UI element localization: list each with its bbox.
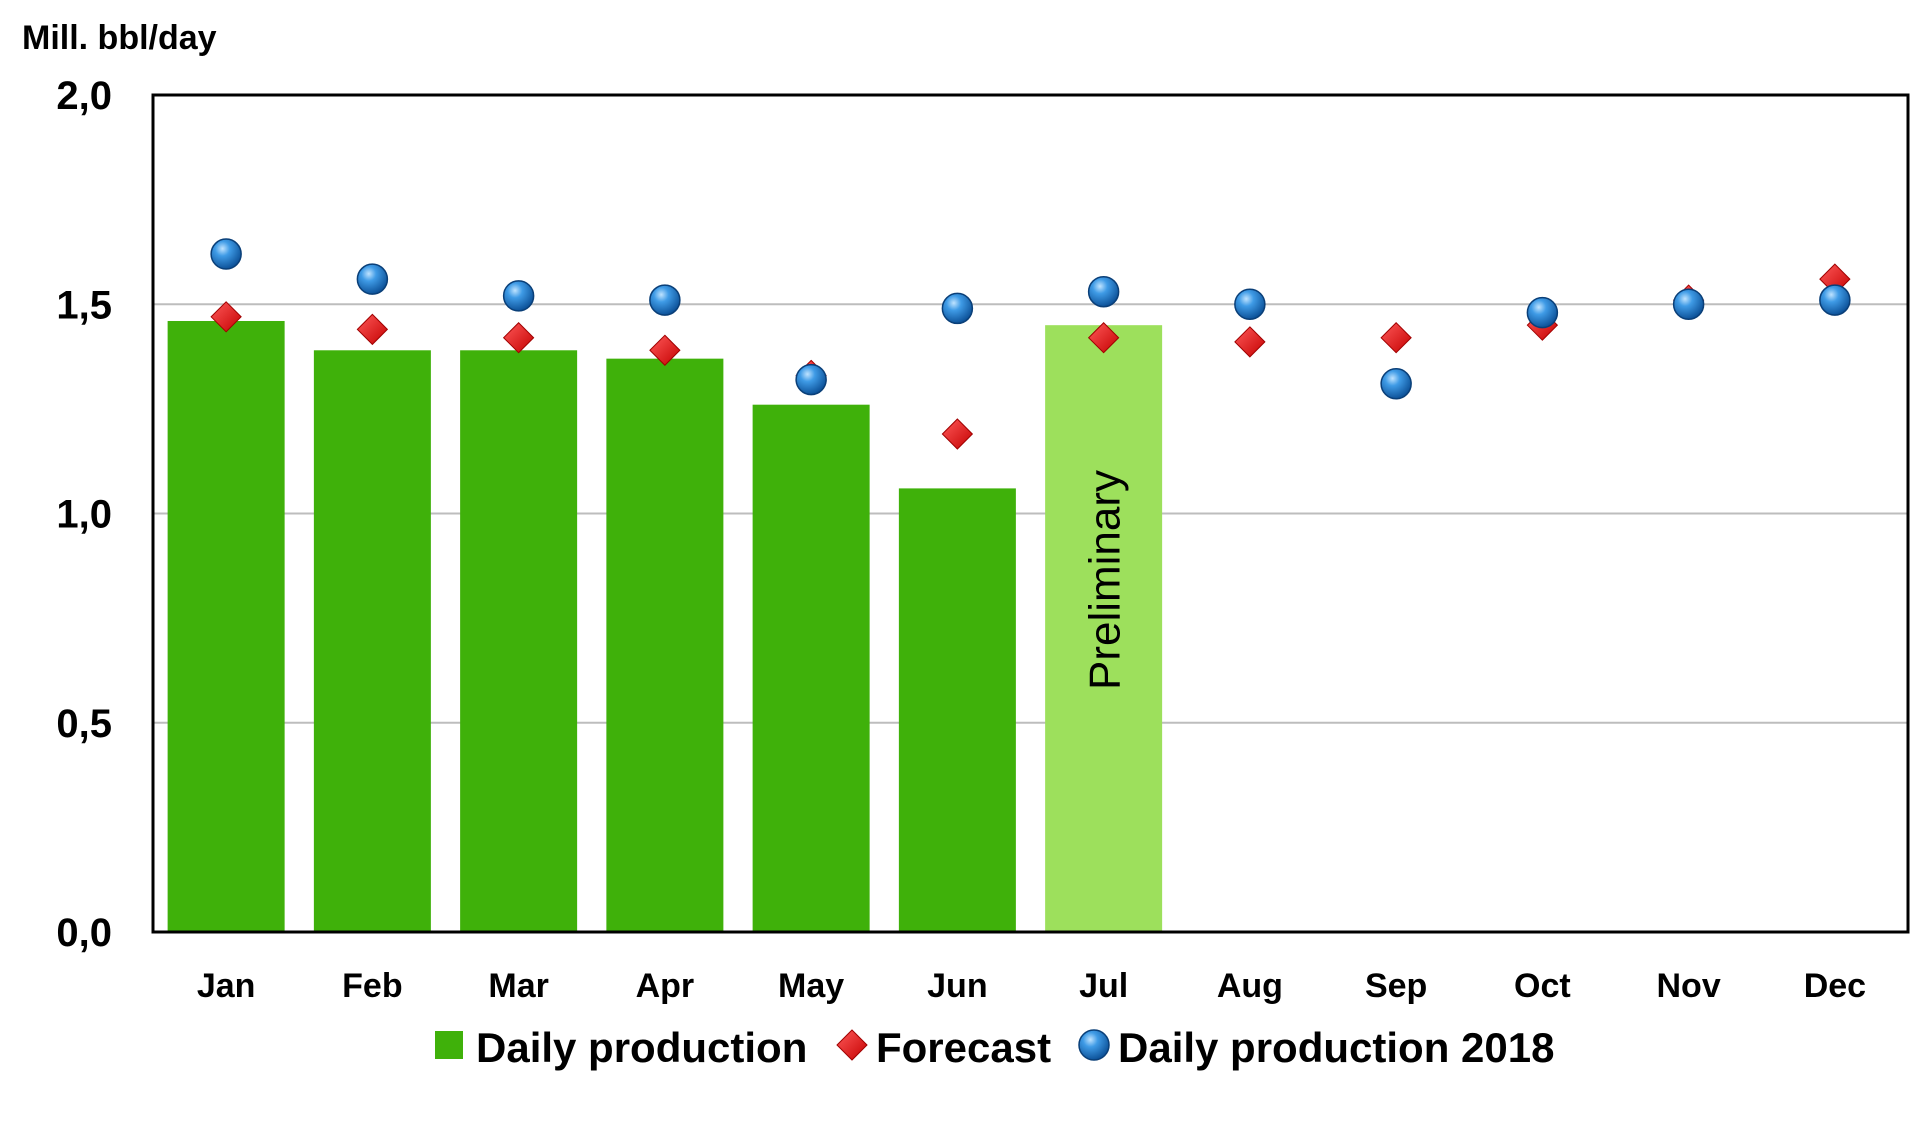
forecast-point-mar	[502, 322, 535, 354]
bar-jan	[167, 320, 285, 932]
legend-swatch-daily-production	[435, 1031, 463, 1059]
bar-series	[167, 320, 1163, 932]
bar-apr	[606, 358, 724, 932]
x-tick-label: Dec	[1804, 967, 1866, 1005]
production-2018-point-jun	[941, 292, 974, 325]
production-2018-point-jan	[210, 238, 242, 270]
x-tick-label: Feb	[342, 967, 402, 1005]
x-tick-label: Nov	[1657, 967, 1721, 1005]
bar-jun	[898, 488, 1016, 932]
production-2018-point-apr	[649, 284, 681, 316]
legend: Daily production Forecast Daily production…	[435, 1024, 1554, 1071]
production-2018-point-mar	[502, 280, 535, 312]
legend-swatch-forecast	[836, 1029, 868, 1061]
production-2018-point-jul	[1087, 275, 1120, 308]
x-tick-label: May	[778, 967, 844, 1005]
forecast-point-aug	[1234, 326, 1266, 358]
x-tick-label: Mar	[488, 967, 548, 1005]
forecast-point-feb	[356, 313, 389, 346]
bar-feb	[313, 350, 431, 932]
x-tick-label: Apr	[636, 967, 695, 1005]
x-tick-label: Oct	[1514, 967, 1571, 1005]
gridlines	[153, 303, 1908, 724]
forecast-point-jun	[941, 418, 974, 450]
x-tick-label: Aug	[1217, 967, 1283, 1005]
legend-label-daily-production: Daily production	[476, 1024, 807, 1071]
production-2018-point-nov	[1672, 288, 1705, 320]
production-2018-point-feb	[356, 263, 389, 295]
forecast-point-sep	[1380, 322, 1412, 354]
preliminary-annotation: Preliminary	[1081, 470, 1130, 690]
y-tick-label: 1,5	[56, 283, 112, 327]
x-tick-label: Jul	[1079, 967, 1128, 1005]
x-tick-label: Jun	[927, 967, 987, 1005]
legend-label-production-2018: Daily production 2018	[1118, 1024, 1554, 1071]
plot-frame	[151, 93, 1910, 934]
legend-swatch-production-2018	[1078, 1029, 1110, 1061]
production-2018-point-aug	[1234, 288, 1266, 320]
y-axis-label: Mill. bbl/day	[22, 19, 217, 57]
forecast-series	[210, 263, 1851, 450]
forecast-point-jan	[210, 301, 242, 333]
production-2018-point-sep	[1380, 368, 1412, 400]
x-tick-label: Jan	[197, 967, 256, 1005]
x-tick-label: Sep	[1365, 967, 1427, 1005]
forecast-point-apr	[649, 334, 681, 366]
x-axis-ticks: Jan Feb Mar Apr May Jun Jul Aug Sep Oct Nov Dec	[197, 967, 1866, 1005]
annotations: Preliminary	[1081, 470, 1130, 690]
production-2018-point-dec	[1819, 284, 1851, 316]
production-2018-point-may	[795, 363, 827, 396]
legend-label-forecast: Forecast	[876, 1024, 1051, 1071]
bar-jul	[1045, 325, 1163, 932]
production-2018-series	[210, 238, 1851, 400]
production-2018-point-oct	[1526, 296, 1559, 329]
y-tick-label: 2,0	[56, 74, 112, 118]
y-tick-label: 0,0	[56, 911, 112, 955]
forecast-point-jul	[1087, 322, 1120, 354]
y-tick-label: 1,0	[56, 493, 112, 537]
bar-may	[752, 404, 870, 932]
y-axis-ticks: 0,0 0,5 1,0 1,5 2,0	[56, 74, 112, 955]
y-tick-label: 0,5	[56, 702, 112, 746]
bar-mar	[460, 350, 578, 932]
